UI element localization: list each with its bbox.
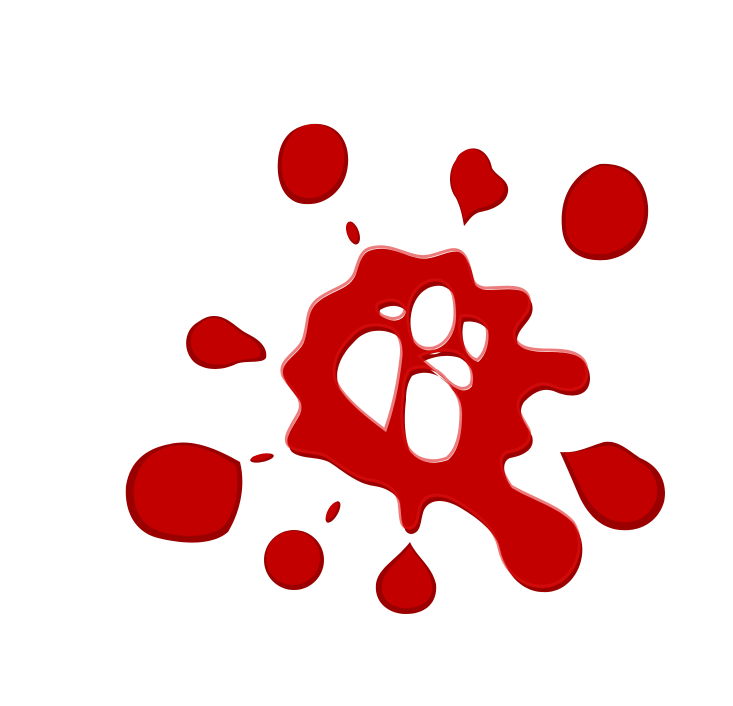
drop-top-left xyxy=(277,123,349,205)
central-blot xyxy=(280,245,590,593)
drop-bottom-middle xyxy=(375,542,437,614)
drop-streak-bottom xyxy=(325,501,341,523)
drop-left xyxy=(186,316,267,369)
drop-top-middle xyxy=(450,148,509,226)
drop-top-right xyxy=(561,163,649,261)
drop-bottom-left xyxy=(264,530,324,590)
drop-small-top xyxy=(346,221,360,245)
drop-large-left xyxy=(125,442,243,543)
drop-right xyxy=(560,441,665,531)
drop-streak-left xyxy=(250,453,274,463)
